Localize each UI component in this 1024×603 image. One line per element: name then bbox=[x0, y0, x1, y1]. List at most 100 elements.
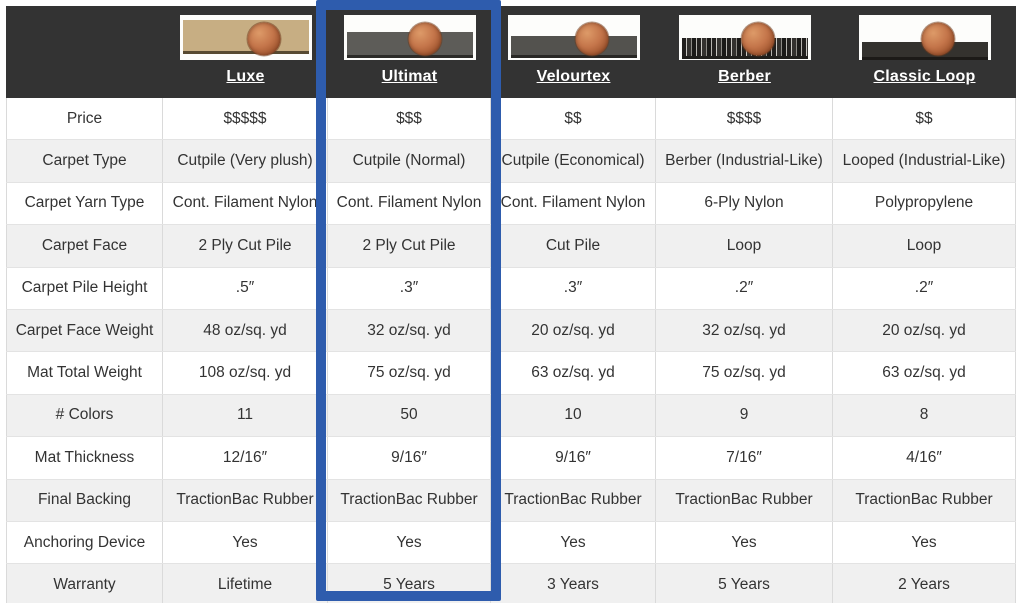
spec-label: # Colors bbox=[6, 394, 163, 437]
spec-value: 4/16″ bbox=[833, 437, 1016, 479]
table-body: Price $$$$$ $$$ $$ $$$$ $$ Carpet Type Cutpile … bbox=[6, 98, 1016, 603]
spec-value: 2 Ply Cut Pile bbox=[163, 225, 328, 267]
penny-icon bbox=[741, 22, 775, 56]
spec-row--colors: # Colors 11 50 10 9 8 bbox=[6, 394, 1016, 438]
carpet-band bbox=[861, 42, 988, 60]
spec-value: $$$$$ bbox=[163, 98, 328, 140]
spec-value: 75 oz/sq. yd bbox=[328, 352, 491, 394]
spec-value: Yes bbox=[328, 521, 491, 564]
table-header-row: Luxe Ultimat Velourtex Berber Classic Loop bbox=[6, 6, 1016, 98]
spec-row-carpet-face: Carpet Face 2 Ply Cut Pile 2 Ply Cut Pile C… bbox=[6, 225, 1016, 268]
spec-row-price: Price $$$$$ $$$ $$ $$$$ $$ bbox=[6, 98, 1016, 141]
spec-label: Carpet Face bbox=[6, 225, 163, 267]
spec-value: Berber (Industrial-Like) bbox=[656, 140, 833, 182]
spec-value: 75 oz/sq. yd bbox=[656, 352, 833, 394]
spec-row-carpet-yarn-type: Carpet Yarn Type Cont. Filament Nylon Cont… bbox=[6, 182, 1016, 226]
spec-value: 63 oz/sq. yd bbox=[491, 352, 656, 394]
spec-value: 108 oz/sq. yd bbox=[163, 352, 328, 394]
penny-icon bbox=[575, 22, 609, 56]
spec-value: .2″ bbox=[656, 267, 833, 309]
spec-value: Cont. Filament Nylon bbox=[163, 182, 328, 225]
spec-value: Cont. Filament Nylon bbox=[491, 182, 656, 225]
spec-label: Final Backing bbox=[6, 479, 163, 521]
spec-value: 8 bbox=[833, 394, 1016, 437]
spec-value: .3″ bbox=[328, 267, 491, 309]
spec-value: $$ bbox=[833, 98, 1016, 140]
spec-row-carpet-face-weight: Carpet Face Weight 48 oz/sq. yd 32 oz/sq. … bbox=[6, 309, 1016, 353]
spec-value: TractionBac Rubber bbox=[491, 479, 656, 521]
carpet-sample-image bbox=[179, 15, 312, 60]
spec-value: 6-Ply Nylon bbox=[656, 182, 833, 225]
spec-value: 32 oz/sq. yd bbox=[328, 309, 491, 352]
spec-value: $$ bbox=[491, 98, 656, 140]
spec-value: Yes bbox=[656, 521, 833, 564]
spec-value: 11 bbox=[163, 394, 328, 437]
spec-value: 20 oz/sq. yd bbox=[491, 309, 656, 352]
spec-value: Cont. Filament Nylon bbox=[328, 182, 491, 225]
spec-label: Price bbox=[6, 98, 163, 140]
spec-value: Cutpile (Very plush) bbox=[163, 140, 328, 182]
spec-label: Mat Total Weight bbox=[6, 352, 163, 394]
spec-value: 5 Years bbox=[328, 564, 491, 603]
spec-row-warranty: Warranty Lifetime 5 Years 3 Years 5 Years 2 Y… bbox=[6, 564, 1016, 603]
spec-label: Carpet Face Weight bbox=[6, 309, 163, 352]
comparison-table: Luxe Ultimat Velourtex Berber Classic Loop P… bbox=[6, 6, 1016, 603]
carpet-sample-image bbox=[678, 15, 811, 60]
spec-value: Yes bbox=[163, 521, 328, 564]
penny-icon bbox=[408, 22, 442, 56]
product-name-link[interactable]: Classic Loop bbox=[873, 68, 976, 85]
spec-value: TractionBac Rubber bbox=[328, 479, 491, 521]
product-name-link[interactable]: Berber bbox=[718, 68, 771, 85]
spec-value: .3″ bbox=[491, 267, 656, 309]
spec-row-mat-total-weight: Mat Total Weight 108 oz/sq. yd 75 oz/sq. y… bbox=[6, 352, 1016, 395]
spec-label: Carpet Yarn Type bbox=[6, 182, 163, 225]
spec-value: 5 Years bbox=[656, 564, 833, 603]
spec-value: 3 Years bbox=[491, 564, 656, 603]
spec-value: 9 bbox=[656, 394, 833, 437]
spec-row-carpet-type: Carpet Type Cutpile (Very plush) Cutpile (… bbox=[6, 140, 1016, 183]
product-name-link[interactable]: Luxe bbox=[226, 68, 265, 85]
carpet-band bbox=[182, 20, 309, 54]
spec-value: Cutpile (Economical) bbox=[491, 140, 656, 182]
spec-value: TractionBac Rubber bbox=[833, 479, 1016, 521]
spec-row-carpet-pile-height: Carpet Pile Height .5″ .3″ .3″ .2″ .2″ bbox=[6, 267, 1016, 310]
spec-value: Yes bbox=[491, 521, 656, 564]
carpet-sample-image bbox=[507, 15, 640, 60]
spec-value: 20 oz/sq. yd bbox=[833, 309, 1016, 352]
spec-value: Lifetime bbox=[163, 564, 328, 603]
product-header-ultimat: Ultimat bbox=[328, 6, 491, 98]
penny-icon bbox=[247, 22, 281, 56]
spec-row-mat-thickness: Mat Thickness 12/16″ 9/16″ 9/16″ 7/16″ 4/16″ bbox=[6, 437, 1016, 480]
spec-row-final-backing: Final Backing TractionBac Rubber TractionB… bbox=[6, 479, 1016, 522]
product-header-classic-loop: Classic Loop bbox=[833, 6, 1016, 98]
carpet-sample-image bbox=[858, 15, 991, 60]
spec-value: Yes bbox=[833, 521, 1016, 564]
spec-value: 63 oz/sq. yd bbox=[833, 352, 1016, 394]
spec-label: Warranty bbox=[6, 564, 163, 603]
product-name-link[interactable]: Velourtex bbox=[536, 68, 611, 85]
spec-label: Carpet Type bbox=[6, 140, 163, 182]
product-header-berber: Berber bbox=[656, 6, 833, 98]
spec-value: 2 Years bbox=[833, 564, 1016, 603]
product-header-luxe: Luxe bbox=[163, 6, 328, 98]
spec-value: TractionBac Rubber bbox=[656, 479, 833, 521]
spec-value: $$$$ bbox=[656, 98, 833, 140]
spec-value: .2″ bbox=[833, 267, 1016, 309]
spec-row-anchoring-device: Anchoring Device Yes Yes Yes Yes Yes bbox=[6, 521, 1016, 565]
spec-value: Cut Pile bbox=[491, 225, 656, 267]
spec-value: 7/16″ bbox=[656, 437, 833, 479]
product-name-link[interactable]: Ultimat bbox=[381, 68, 438, 85]
spec-value: 10 bbox=[491, 394, 656, 437]
spec-value: Polypropylene bbox=[833, 182, 1016, 225]
carpet-band bbox=[510, 35, 637, 59]
spec-value: Loop bbox=[656, 225, 833, 267]
spec-value: 2 Ply Cut Pile bbox=[328, 225, 491, 267]
spec-label: Carpet Pile Height bbox=[6, 267, 163, 309]
spec-value: Looped (Industrial-Like) bbox=[833, 140, 1016, 182]
spec-value: 32 oz/sq. yd bbox=[656, 309, 833, 352]
spec-value: 9/16″ bbox=[491, 437, 656, 479]
spec-value: 9/16″ bbox=[328, 437, 491, 479]
spec-label: Anchoring Device bbox=[6, 521, 163, 564]
spec-value: TractionBac Rubber bbox=[163, 479, 328, 521]
